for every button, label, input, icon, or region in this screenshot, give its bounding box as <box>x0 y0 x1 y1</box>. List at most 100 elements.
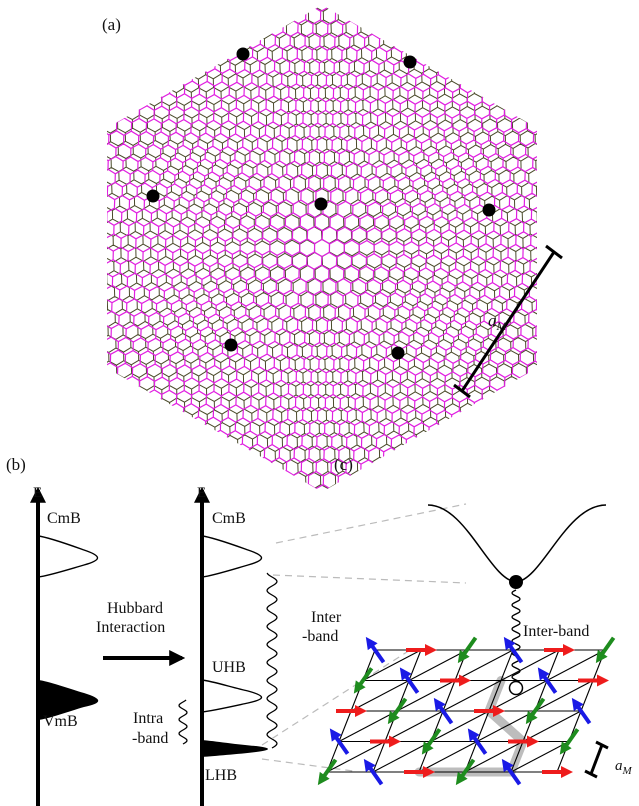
spin-arrow <box>559 728 580 755</box>
intra-band-transition <box>178 699 188 745</box>
lattice-bond <box>408 649 422 681</box>
spin-arrow <box>525 697 546 725</box>
spin-arrow <box>387 697 408 725</box>
spin-arrow <box>571 697 592 725</box>
moire-lattice <box>107 5 537 492</box>
energy-axis-left-label: E <box>33 485 42 501</box>
hubbard-text-line1: Hubbard <box>107 600 163 617</box>
lattice-bond <box>500 649 514 681</box>
spin-arrow <box>399 667 420 694</box>
spin-arrow <box>365 636 386 664</box>
lattice-bond <box>546 649 606 681</box>
lattice-bond <box>338 710 398 742</box>
moire-site-dot <box>236 47 250 61</box>
panel-a: (a) aM <box>102 5 563 492</box>
panel-c-inter-band: Inter-band <box>523 623 589 640</box>
spin-arrow <box>537 667 558 694</box>
hole-site <box>508 680 524 696</box>
lattice-bond <box>372 741 432 773</box>
hubbard-text-line2: Interaction <box>96 619 165 636</box>
lattice-bond <box>510 741 524 773</box>
excited-electron <box>509 575 523 589</box>
inter-band-excitation <box>511 589 521 683</box>
uhb-dos <box>201 679 263 713</box>
moire-site-dot <box>482 203 496 217</box>
panel-a-label: (a) <box>102 15 121 34</box>
spin-arrow <box>370 735 401 748</box>
spin-arrows <box>317 636 616 786</box>
panel-c: (c) Inter-band aM <box>261 455 633 786</box>
band-cmb-left: CmB <box>47 510 81 527</box>
lhb-dos <box>202 740 268 757</box>
moire-site-dot <box>391 346 405 360</box>
lattice-bond <box>362 649 422 681</box>
cmb-dos-right <box>201 535 263 578</box>
spin-arrow <box>457 636 478 664</box>
vmb-dos-left <box>38 680 99 720</box>
lattice-bond <box>488 680 502 712</box>
spin-arrow <box>317 758 338 786</box>
lattice-bond <box>338 710 352 742</box>
band-uhb: UHB <box>212 659 246 676</box>
lattice-bond <box>464 741 524 773</box>
band-vmb-left: VmB <box>43 713 78 730</box>
lattice-length-bar <box>584 740 609 779</box>
spin-arrow <box>474 705 505 717</box>
lattice-bond <box>580 680 594 712</box>
lattice-length-label: aM <box>615 758 633 777</box>
lattice-bond <box>546 649 560 681</box>
connector-dashes <box>261 503 467 772</box>
moire-site-dot <box>146 189 160 203</box>
cmb-dos-left <box>37 535 99 578</box>
intra-band-line1: Intra <box>133 710 163 727</box>
inter-band-line1: Inter <box>311 609 342 626</box>
lattice-bond <box>430 710 490 742</box>
intra-band-line2: -band <box>132 730 168 747</box>
panel-b-label: (b) <box>6 455 26 474</box>
spin-arrow <box>363 758 384 786</box>
moire-length-bar <box>453 244 563 399</box>
spin-arrow <box>433 697 454 725</box>
lattice-bond <box>418 741 478 773</box>
spin-arrow <box>421 728 442 755</box>
lattice-bond <box>476 710 536 742</box>
spin-arrow <box>578 674 609 687</box>
honeycomb-layer-bottom <box>107 5 537 492</box>
panel-c-label: (c) <box>334 455 353 474</box>
moire-site-dots <box>146 47 496 360</box>
spin-arrow <box>467 728 488 755</box>
moire-site-dot <box>314 197 328 211</box>
lattice-bond <box>476 710 490 742</box>
spin-arrow <box>595 636 616 664</box>
spin-arrow <box>503 636 524 664</box>
lattice-bond <box>396 680 456 712</box>
band-cmb-right: CmB <box>212 510 246 527</box>
honeycomb-layer-top <box>107 5 537 492</box>
lattice-bond <box>454 649 514 681</box>
lattice-bond <box>326 741 386 773</box>
conduction-band-curve <box>427 504 607 583</box>
spin-arrow <box>455 758 476 786</box>
spin-arrow <box>542 766 573 778</box>
spin-arrow <box>508 735 539 748</box>
inter-band-line2: -band <box>302 628 338 645</box>
lattice-bond <box>500 649 560 681</box>
moire-site-dot <box>403 55 417 69</box>
lattice-bond <box>442 680 456 712</box>
spin-arrow <box>329 728 350 755</box>
lattice-bond <box>510 741 570 773</box>
lattice-bond <box>534 680 594 712</box>
lattice-bond <box>408 649 468 681</box>
lattice-bond <box>384 710 444 742</box>
moire-site-dot <box>224 338 238 352</box>
spin-arrow <box>404 766 435 778</box>
inter-band-transition <box>266 572 278 749</box>
spin-arrow <box>406 644 437 656</box>
spin-arrow <box>440 674 471 687</box>
lattice-bond <box>442 680 502 712</box>
lattice-bond <box>522 710 582 742</box>
hole-path-segment <box>414 676 528 777</box>
spin-arrow <box>501 758 522 786</box>
spin-arrow <box>544 644 575 656</box>
